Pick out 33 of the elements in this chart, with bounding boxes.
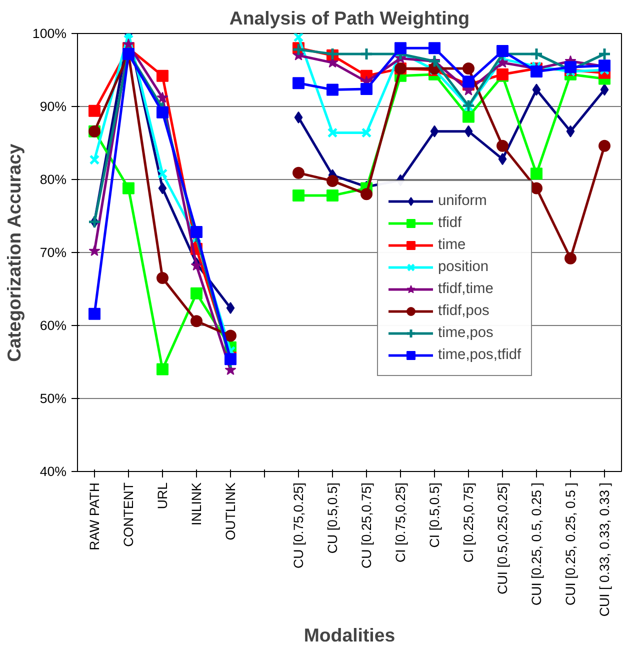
legend-label: tfidf (438, 215, 462, 231)
y-axis-title: Categorization Accuracy (3, 143, 24, 362)
y-tick-label: 70% (40, 245, 67, 260)
legend-label: position (438, 259, 489, 275)
x-tick-label: CU [0.25,0.75] (359, 482, 374, 568)
legend-label: time,pos,tfidf (438, 347, 522, 363)
legend-label: uniform (438, 193, 487, 209)
legend-label: tfidf,pos (438, 303, 490, 319)
x-tick-label: CI [0.5,0.5] (427, 482, 442, 548)
x-tick-label: CUI [0.25, 0.25, 0.5 ] (563, 482, 578, 606)
x-tick-label: CU [0.5,0.5] (325, 482, 340, 554)
x-tick-label: RAW PATH (87, 482, 102, 550)
y-tick-label: 50% (40, 391, 67, 406)
x-tick-label: CUI [ 0.33, 0.33, 0.33 ] (597, 482, 612, 617)
legend-label: time,pos (438, 325, 494, 341)
legend-label: tfidf,time (438, 281, 494, 297)
y-tick-label: 90% (40, 99, 67, 114)
x-axis-title: Modalities (304, 624, 396, 646)
x-tick-label: CUI [0.25, 0.5, 0.25 ] (529, 482, 544, 606)
x-tick-label: INLINK (189, 482, 204, 526)
legend-label: time (438, 237, 466, 253)
y-tick-label: 100% (32, 26, 67, 41)
y-tick-label: 60% (40, 318, 67, 333)
x-tick-label: URL (155, 482, 170, 510)
y-tick-label: 80% (40, 172, 67, 187)
x-tick-label: CI [0.75,0.25] (393, 482, 408, 563)
x-tick-label: CU [0.75,0.25] (291, 482, 306, 568)
x-tick-label: OUTLINK (223, 482, 238, 540)
x-tick-label: CONTENT (121, 482, 136, 547)
chart-title: Analysis of Path Weighting (229, 8, 470, 28)
y-tick-label: 40% (40, 464, 67, 479)
x-tick-label: CI [0.25,0.75] (461, 482, 476, 563)
x-tick-label: CUI [0.5,0.25,0.25] (495, 482, 510, 594)
